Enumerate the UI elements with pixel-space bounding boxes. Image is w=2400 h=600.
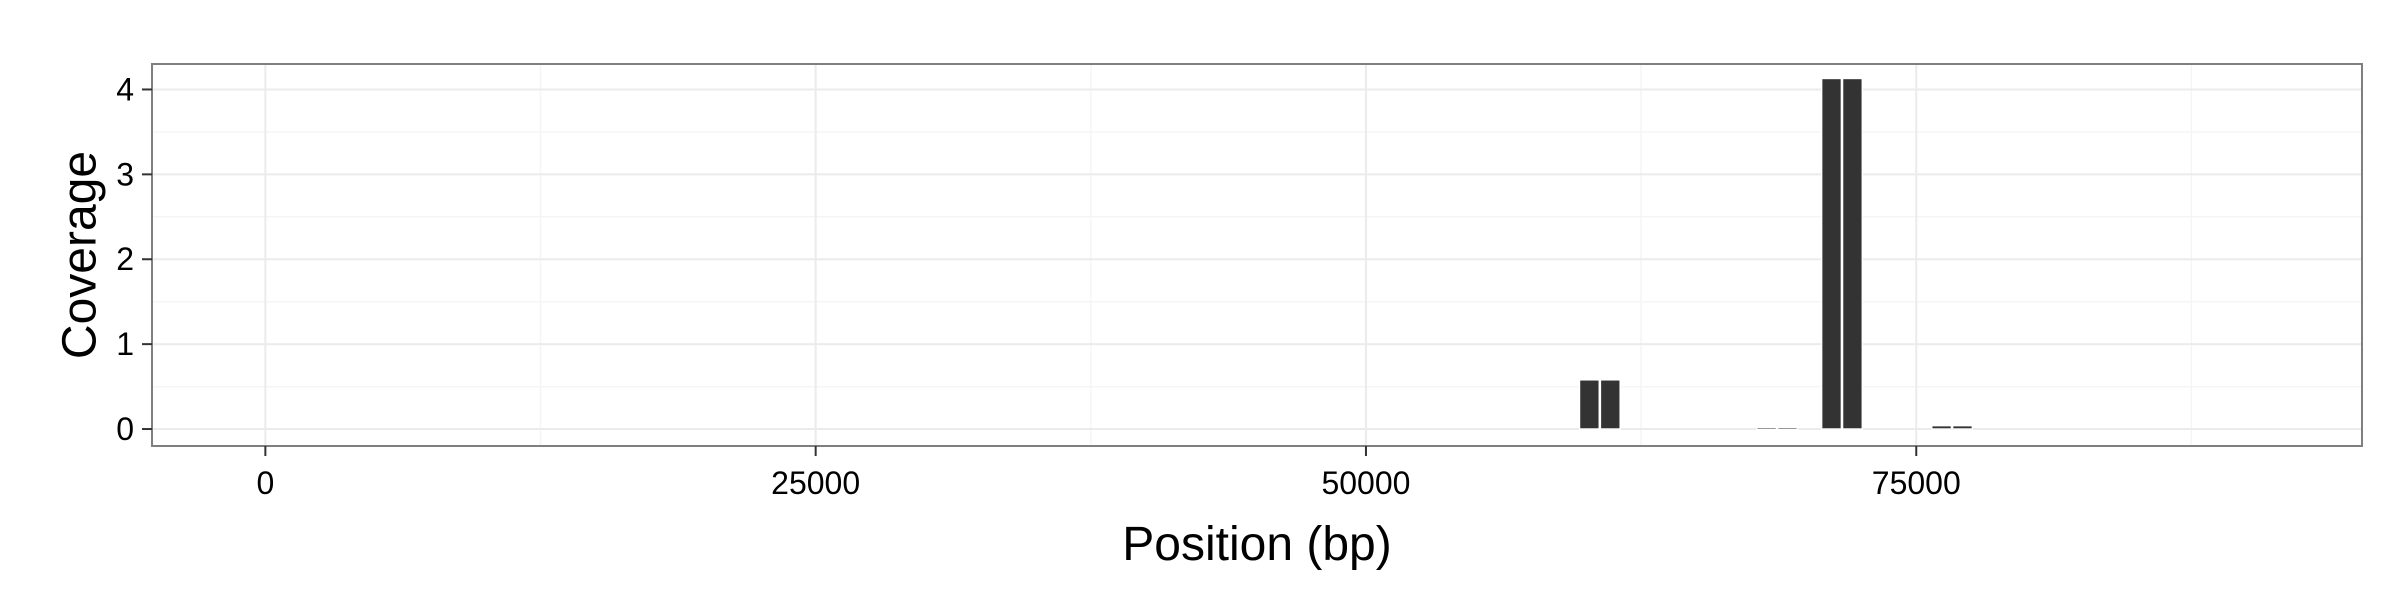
x-axis-title: Position (bp) [1122,518,1391,571]
x-tick-label: 25000 [771,465,860,501]
y-axis-title: Coverage [54,151,107,359]
bar-0 [1578,379,1601,430]
y-tick-label: 3 [116,156,134,192]
x-tick-label: 50000 [1321,465,1410,501]
bar-4 [1820,77,1843,430]
bar-2 [1755,426,1778,431]
grid-lines [152,64,2362,446]
y-tick-label: 0 [116,411,134,447]
y-tick-label: 2 [116,241,134,277]
y-axis: 0 1 2 3 4 [116,71,152,447]
x-axis: 0 25000 50000 75000 [256,446,1961,501]
y-tick-label: 1 [116,326,134,362]
bar-7 [1951,424,1974,430]
bar-1 [1599,379,1621,430]
bar-3 [1776,426,1799,431]
x-tick-label: 75000 [1872,465,1961,501]
bar-5 [1841,77,1864,430]
bars [1578,77,1974,431]
plot-panel-border [151,63,2363,447]
bar-6 [1930,424,1953,430]
y-tick-label: 4 [116,71,134,107]
x-tick-label: 0 [256,465,274,501]
